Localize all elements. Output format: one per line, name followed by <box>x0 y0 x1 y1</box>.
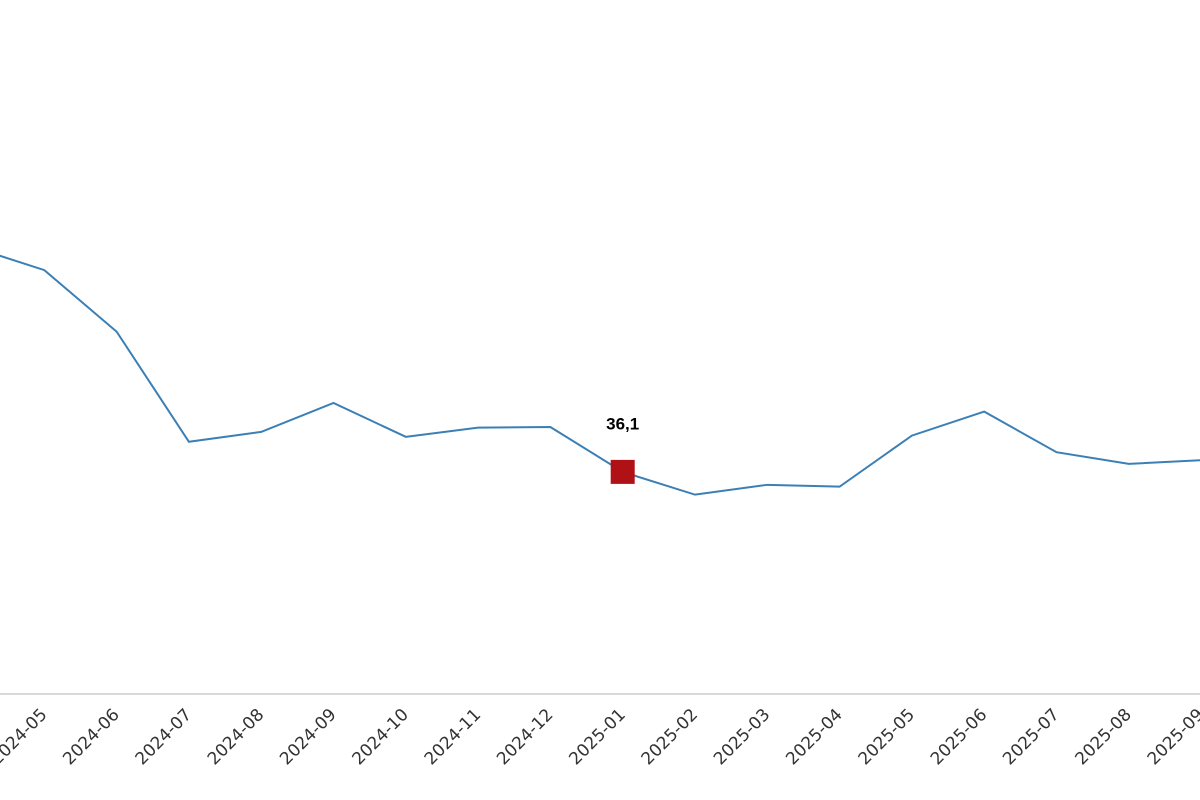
x-tick-label: 2024-09 <box>276 705 340 769</box>
x-tick-label: 2024-12 <box>493 705 557 769</box>
line <box>0 254 1200 496</box>
highlight-marker <box>610 459 635 484</box>
x-tick-label: 2024-05 <box>0 705 51 769</box>
x-tick-label: 2024-07 <box>132 705 196 769</box>
x-tick-label: 2025-02 <box>638 705 702 769</box>
x-tick-label: 2025-05 <box>855 705 919 769</box>
x-tick-label: 2025-07 <box>999 705 1063 769</box>
x-tick-label: 2024-11 <box>421 705 485 769</box>
x-tick-label: 2025-09 <box>1144 705 1200 769</box>
x-tick-label: 2025-08 <box>1072 705 1136 769</box>
x-tick-label: 2024-10 <box>349 705 413 769</box>
x-tick-label: 2025-06 <box>927 705 991 769</box>
x-tick-label: 2024-08 <box>204 705 268 769</box>
x-tick-label: 2025-01 <box>565 705 629 769</box>
x-tick-label: 2024-06 <box>59 705 123 769</box>
x-tick-label: 2025-04 <box>782 705 846 769</box>
x-tick-label: 2025-03 <box>710 705 774 769</box>
value-label: 36,1 <box>606 414 639 433</box>
